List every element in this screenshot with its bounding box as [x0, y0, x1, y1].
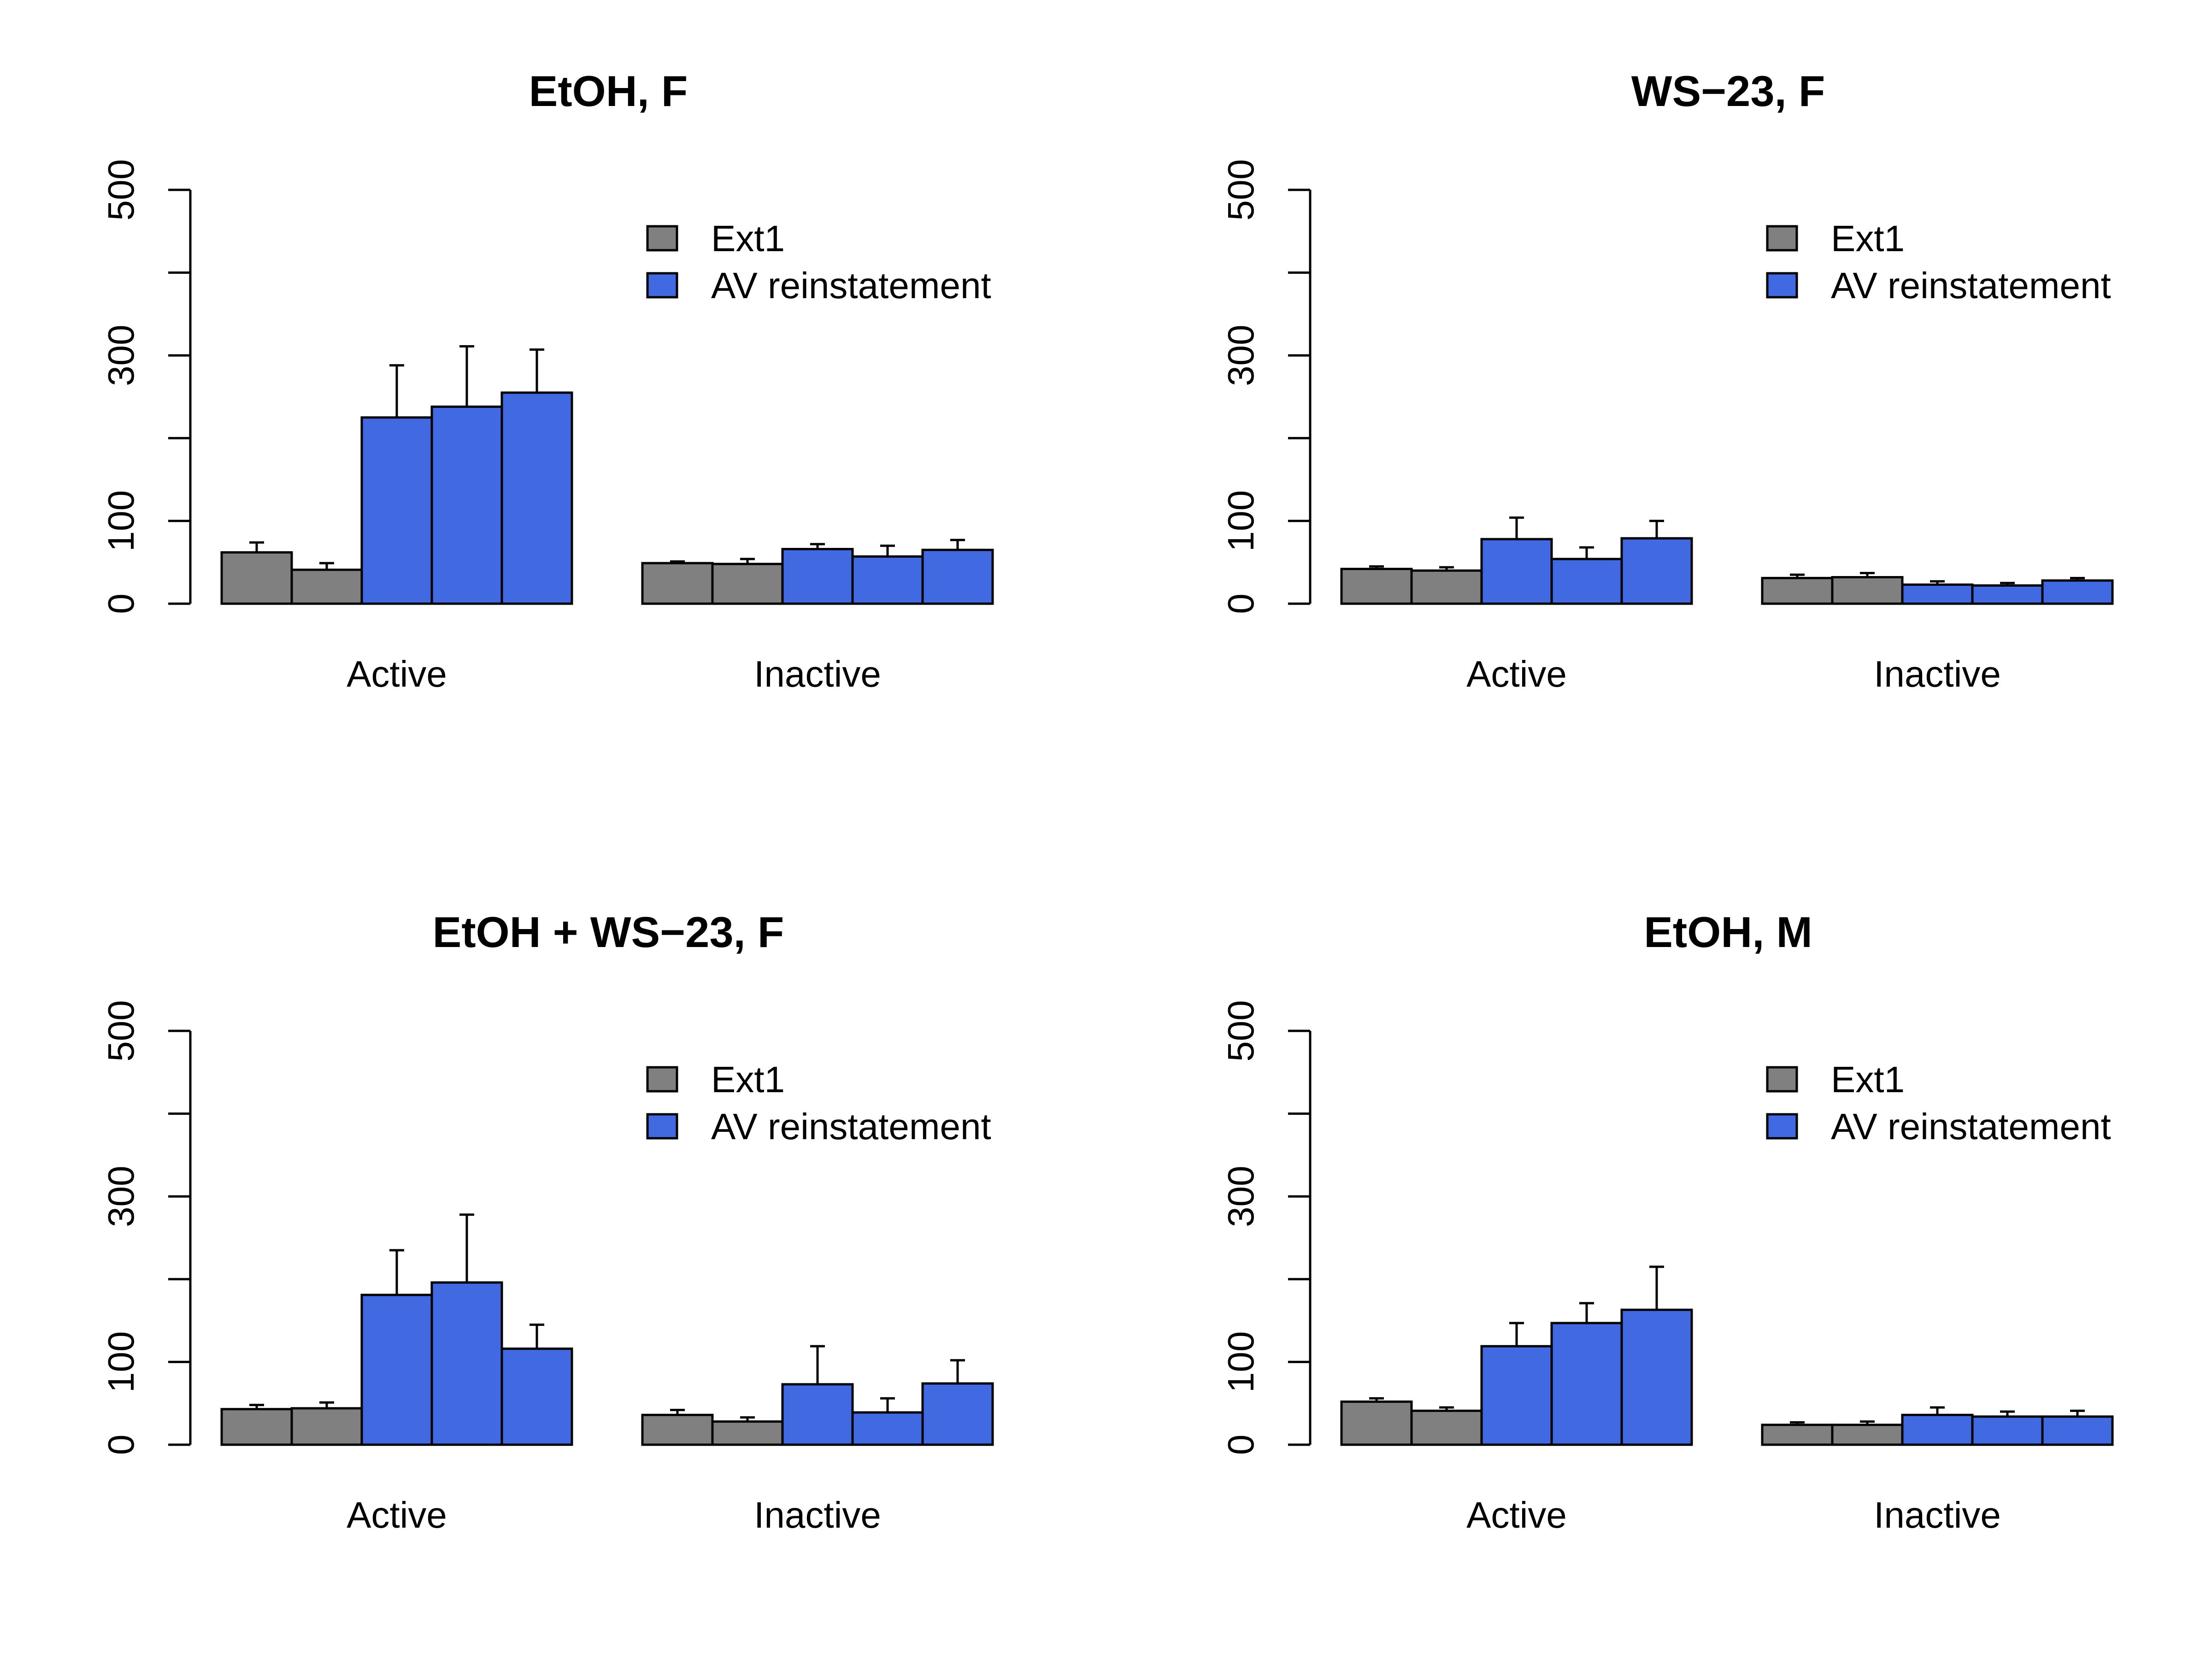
bar-av-reinstatement — [851, 1411, 924, 1446]
legend-swatch — [1766, 1066, 1798, 1093]
y-tick-label: 100 — [100, 490, 141, 552]
bar-ext1 — [1761, 1424, 1834, 1446]
bar-ext1 — [220, 1408, 293, 1446]
group-label: Active — [1466, 1494, 1567, 1535]
bar-av-reinstatement — [921, 1382, 994, 1446]
bar-av-reinstatement — [781, 547, 854, 605]
bar-av-reinstatement — [360, 416, 433, 605]
legend-swatch — [1766, 272, 1798, 299]
y-tick-label: 300 — [1220, 324, 1261, 386]
bar-av-reinstatement — [1550, 558, 1623, 605]
y-tick-label: 0 — [1220, 594, 1261, 614]
bar-av-reinstatement — [1971, 584, 2044, 605]
chart-title: EtOH, F — [529, 67, 688, 115]
bar-ext1 — [711, 563, 784, 605]
legend-swatch — [646, 225, 678, 252]
legend-label: Ext1 — [711, 1059, 785, 1100]
bar-ext1 — [1761, 577, 1834, 605]
group-label: Inactive — [754, 1494, 881, 1535]
legend-label: Ext1 — [711, 218, 785, 259]
bar-av-reinstatement — [500, 391, 573, 605]
bar-av-reinstatement — [2041, 579, 2114, 605]
bar-ext1 — [1340, 1400, 1413, 1446]
bar-av-reinstatement — [851, 555, 924, 605]
chart-panel: EtOH, M 0 100 300 500 Active Inactive Ext1 AV re… — [1220, 908, 2114, 1535]
bar-ext1 — [1410, 1409, 1483, 1446]
legend-swatch — [646, 1066, 678, 1093]
group-label: Inactive — [754, 653, 881, 694]
bar-av-reinstatement — [921, 548, 994, 605]
chart-panel: WS−23, F 0 100 300 500 Active Inactive Ext1 AV r… — [1220, 67, 2114, 694]
chart-title: WS−23, F — [1631, 67, 1825, 115]
bar-av-reinstatement — [1480, 1345, 1553, 1446]
bar-ext1 — [220, 551, 293, 605]
bar-av-reinstatement — [430, 406, 503, 605]
legend-label: Ext1 — [1831, 1059, 1905, 1100]
bar-av-reinstatement — [1480, 538, 1553, 605]
bar-ext1 — [1831, 576, 1904, 605]
y-tick-label: 500 — [100, 1000, 141, 1061]
bar-ext1 — [711, 1420, 784, 1446]
legend-label: Ext1 — [1831, 218, 1905, 259]
bar-av-reinstatement — [360, 1294, 433, 1446]
y-tick-label: 0 — [100, 1435, 141, 1455]
chart-panel: EtOH, F 0 100 300 500 Active Inactive Ext1 AV re… — [100, 67, 994, 694]
y-tick-label: 100 — [1220, 490, 1261, 552]
bar-ext1 — [641, 1413, 714, 1446]
bar-av-reinstatement — [781, 1383, 854, 1446]
bar-av-reinstatement — [1901, 583, 1974, 605]
y-tick-label: 500 — [1220, 1000, 1261, 1061]
y-tick-label: 100 — [1220, 1331, 1261, 1393]
bar-av-reinstatement — [2041, 1415, 2114, 1446]
y-tick-label: 300 — [1220, 1165, 1261, 1227]
y-tick-label: 100 — [100, 1331, 141, 1393]
legend-label: AV reinstatement — [711, 265, 991, 306]
legend-label: AV reinstatement — [1831, 1106, 2111, 1147]
group-label: Active — [347, 1494, 447, 1535]
bar-av-reinstatement — [500, 1347, 573, 1446]
chart-title: EtOH + WS−23, F — [433, 908, 784, 956]
bar-av-reinstatement — [430, 1281, 503, 1446]
bar-ext1 — [290, 1407, 363, 1446]
bar-ext1 — [1340, 568, 1413, 605]
y-tick-label: 0 — [100, 594, 141, 614]
bar-av-reinstatement — [1971, 1415, 2044, 1446]
bar-av-reinstatement — [1620, 1308, 1693, 1446]
y-tick-label: 300 — [100, 324, 141, 386]
y-tick-label: 300 — [100, 1165, 141, 1227]
y-tick-label: 0 — [1220, 1435, 1261, 1455]
bar-av-reinstatement — [1901, 1413, 1974, 1446]
legend-swatch — [646, 272, 678, 299]
chart-panel: EtOH + WS−23, F 0 100 300 500 Active Inactive E… — [100, 908, 994, 1535]
legend-label: AV reinstatement — [711, 1106, 991, 1147]
y-tick-label: 500 — [1220, 159, 1261, 220]
bar-av-reinstatement — [1550, 1322, 1623, 1446]
bar-ext1 — [1410, 569, 1483, 605]
bar-ext1 — [641, 562, 714, 605]
y-tick-label: 500 — [100, 159, 141, 220]
bar-ext1 — [290, 568, 363, 605]
bar-ext1 — [1831, 1424, 1904, 1446]
bar-av-reinstatement — [1620, 537, 1693, 605]
chart-title: EtOH, M — [1644, 908, 1812, 956]
legend-swatch — [1766, 225, 1798, 252]
group-label: Inactive — [1874, 653, 2001, 694]
legend-swatch — [646, 1113, 678, 1140]
legend-swatch — [1766, 1113, 1798, 1140]
group-label: Inactive — [1874, 1494, 2001, 1535]
group-label: Active — [347, 653, 447, 694]
group-label: Active — [1466, 653, 1567, 694]
legend-label: AV reinstatement — [1831, 265, 2111, 306]
